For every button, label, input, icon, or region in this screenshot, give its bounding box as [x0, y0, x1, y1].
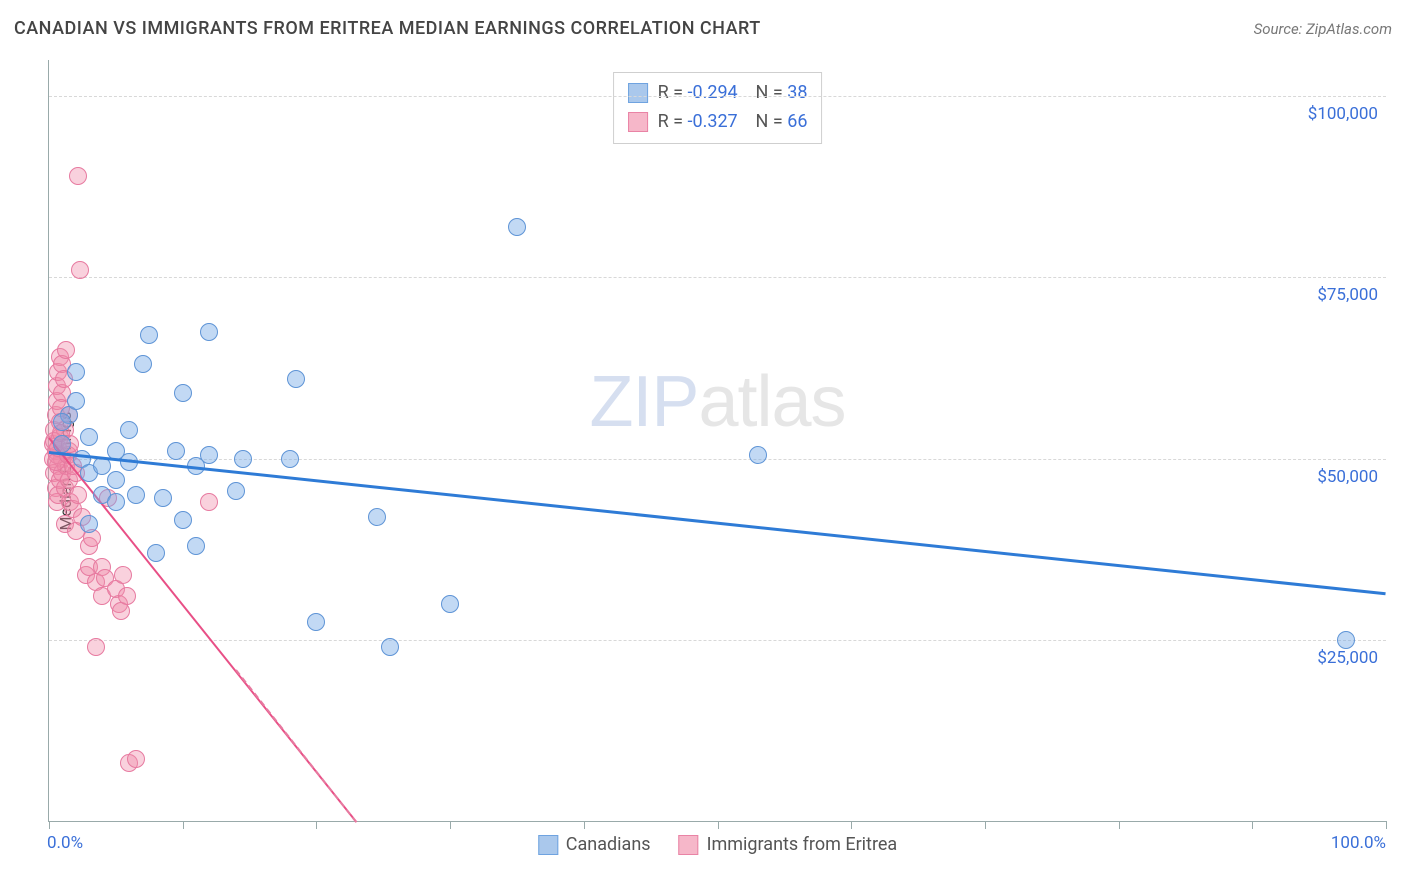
x-tick [183, 821, 184, 829]
gridline-h [49, 277, 1386, 278]
scatter-point [749, 446, 767, 464]
legend-item-canadians: Canadians [538, 834, 651, 855]
scatter-point [167, 442, 185, 460]
scatter-point [200, 446, 218, 464]
stats-text-immigrants: R = -0.327 N = 66 [658, 108, 808, 137]
scatter-point [53, 413, 71, 431]
x-tick [1252, 821, 1253, 829]
swatch-immigrants [628, 112, 648, 132]
trend-line-dashed [235, 669, 357, 822]
scatter-point [69, 486, 87, 504]
scatter-point [134, 355, 152, 373]
scatter-point [120, 421, 138, 439]
x-tick [1119, 821, 1120, 829]
scatter-point [53, 435, 71, 453]
legend-label-immigrants: Immigrants from Eritrea [707, 834, 898, 855]
legend-swatch-immigrants [679, 835, 699, 855]
scatter-point [154, 489, 172, 507]
x-tick [851, 821, 852, 829]
stats-text-canadians: R = -0.294 N = 38 [658, 79, 808, 108]
scatter-point [67, 363, 85, 381]
trend-line [49, 451, 1386, 595]
x-tick [450, 821, 451, 829]
scatter-point [140, 326, 158, 344]
scatter-point [174, 384, 192, 402]
scatter-point [200, 323, 218, 341]
chart-source: Source: ZipAtlas.com [1254, 20, 1392, 38]
scatter-point [107, 471, 125, 489]
gridline-h [49, 640, 1386, 641]
scatter-point [187, 537, 205, 555]
scatter-point [508, 218, 526, 236]
scatter-point [174, 511, 192, 529]
scatter-point [381, 638, 399, 656]
y-tick-label: $100,000 [1308, 104, 1378, 124]
y-tick-label: $25,000 [1317, 648, 1378, 668]
plot-area: ZIPatlas R = -0.294 N = 38 R = -0.327 N … [48, 60, 1386, 822]
x-max-label: 100.0% [1331, 833, 1386, 853]
scatter-point [127, 750, 145, 768]
scatter-point [307, 613, 325, 631]
scatter-point [80, 515, 98, 533]
scatter-point [127, 486, 145, 504]
scatter-point [87, 638, 105, 656]
scatter-point [57, 341, 75, 359]
y-tick-label: $75,000 [1317, 285, 1378, 305]
scatter-point [234, 450, 252, 468]
scatter-point [147, 544, 165, 562]
watermark: ZIPatlas [589, 361, 845, 443]
scatter-point [107, 493, 125, 511]
x-tick [718, 821, 719, 829]
bottom-legend: Canadians Immigrants from Eritrea [538, 834, 897, 855]
stats-row-canadians: R = -0.294 N = 38 [628, 79, 808, 108]
chart-title: CANADIAN VS IMMIGRANTS FROM ERITREA MEDI… [14, 18, 761, 39]
x-tick [316, 821, 317, 829]
scatter-point [71, 261, 89, 279]
chart-header: CANADIAN VS IMMIGRANTS FROM ERITREA MEDI… [14, 18, 1392, 39]
legend-item-immigrants: Immigrants from Eritrea [679, 834, 898, 855]
y-tick-label: $50,000 [1317, 467, 1378, 487]
watermark-atlas: atlas [698, 362, 845, 442]
stats-row-immigrants: R = -0.327 N = 66 [628, 108, 808, 137]
scatter-point [287, 370, 305, 388]
watermark-zip: ZIP [589, 362, 698, 442]
scatter-point [200, 493, 218, 511]
swatch-canadians [628, 83, 648, 103]
scatter-point [227, 482, 245, 500]
legend-swatch-canadians [538, 835, 558, 855]
scatter-point [441, 595, 459, 613]
chart-wrap: Median Earnings ZIPatlas R = -0.294 N = … [0, 50, 1406, 892]
x-tick [49, 821, 50, 829]
scatter-point [80, 428, 98, 446]
x-tick [985, 821, 986, 829]
scatter-point [118, 587, 136, 605]
x-tick [1386, 821, 1387, 829]
scatter-point [114, 566, 132, 584]
x-min-label: 0.0% [47, 833, 83, 853]
gridline-h [49, 96, 1386, 97]
scatter-point [67, 392, 85, 410]
x-tick [584, 821, 585, 829]
scatter-point [1337, 631, 1355, 649]
scatter-point [281, 450, 299, 468]
scatter-point [69, 167, 87, 185]
legend-stats-box: R = -0.294 N = 38 R = -0.327 N = 66 [613, 72, 823, 144]
scatter-point [368, 508, 386, 526]
legend-label-canadians: Canadians [566, 834, 651, 855]
